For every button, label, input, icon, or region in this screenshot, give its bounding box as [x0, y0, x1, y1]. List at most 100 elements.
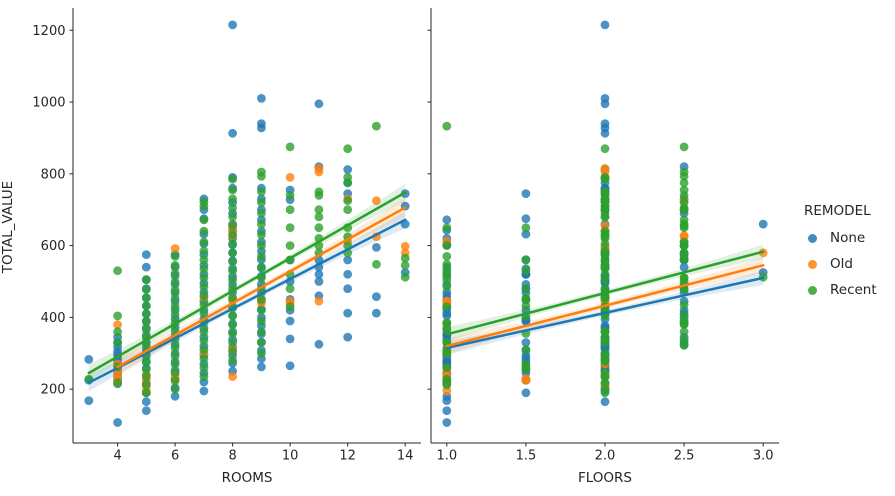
scatter-point-recent: [600, 384, 610, 394]
scatter-point-none: [170, 391, 180, 401]
scatter-point-recent: [170, 277, 180, 287]
scatter-point-recent: [228, 239, 238, 249]
scatter-point-none: [521, 229, 531, 239]
scatter-point-recent: [170, 384, 180, 394]
scatter-point-recent: [228, 311, 238, 320]
scatter-point-old: [521, 374, 531, 384]
scatter-point-recent: [400, 253, 410, 263]
scatter-point-recent: [679, 255, 689, 265]
scatter-point-recent: [679, 178, 689, 188]
scatter-point-recent: [600, 212, 610, 222]
scatter-point-recent: [199, 291, 209, 301]
scatter-point-recent: [199, 197, 209, 207]
scatter-point-recent: [442, 252, 452, 261]
scatter-point-none: [521, 189, 531, 199]
scatter-point-recent: [199, 282, 209, 292]
regression-line-recent: [445, 250, 765, 336]
scatter-point-recent: [228, 329, 238, 338]
scatter-point-recent: [285, 284, 295, 294]
scatter-point-none: [84, 396, 94, 405]
legend-item-recent: Recent: [804, 281, 877, 299]
scatter-point-recent: [257, 187, 266, 197]
scatter-point-recent: [372, 259, 381, 269]
scatter-point-old: [170, 244, 180, 253]
x-tick-label: 6: [171, 449, 179, 464]
scatter-point-recent: [679, 248, 689, 258]
scatter-point-recent: [170, 269, 180, 278]
scatter-point-recent: [442, 363, 452, 372]
y-tick-label: 1200: [32, 24, 65, 39]
regression-line-none: [445, 276, 765, 350]
scatter-point-none: [442, 406, 452, 416]
scatter-point-recent: [257, 219, 266, 229]
scatter-point-recent: [199, 336, 209, 346]
scatter-point-recent: [228, 230, 238, 240]
scatter-point-none: [141, 250, 151, 259]
scatter-point-none: [600, 397, 610, 407]
scatter-point-recent: [400, 272, 410, 282]
scatter-point-none: [228, 128, 238, 138]
scatter-point-recent: [228, 356, 238, 365]
scatter-point-none: [257, 362, 266, 372]
scatter-point-recent: [228, 338, 238, 347]
scatter-point-recent: [257, 295, 266, 304]
x-tick-label: 1.0: [436, 449, 457, 464]
scatter-point-recent: [521, 266, 531, 276]
scatter-point-recent: [199, 273, 209, 283]
scatter-point-none: [521, 338, 531, 347]
x-tick-label: 2.5: [674, 449, 695, 464]
scatter-point-none: [84, 355, 94, 364]
scatter-point-none: [285, 316, 295, 326]
scatter-point-none: [228, 20, 238, 30]
scatter-point-recent: [521, 255, 531, 265]
scatter-point-recent: [170, 368, 180, 378]
scatter-point-recent: [285, 302, 295, 311]
scatter-point-none: [285, 361, 295, 371]
scatter-point-none: [343, 332, 353, 342]
scatter-point-recent: [170, 310, 180, 320]
scatter-point-recent: [314, 187, 324, 197]
scatter-point-recent: [679, 205, 689, 215]
scatter-point-recent: [113, 327, 122, 337]
scatter-point-none: [372, 243, 381, 252]
scatter-point-old: [228, 372, 238, 381]
x-axis-label-rooms: ROOMS: [221, 470, 273, 486]
legend-label-recent: Recent: [830, 282, 877, 298]
scatter-point-recent: [679, 273, 689, 283]
scatter-point-recent: [228, 266, 238, 276]
scatter-point-recent: [442, 302, 452, 311]
scatter-point-recent: [343, 144, 353, 154]
y-tick-label: 200: [41, 383, 66, 398]
scatter-point-recent: [521, 301, 531, 311]
scatter-point-recent: [257, 316, 266, 326]
scatter-point-recent: [521, 223, 531, 233]
scatter-point-recent: [113, 378, 122, 388]
scatter-point-recent: [600, 232, 610, 242]
scatter-point-recent: [170, 376, 180, 386]
scatter-point-recent: [600, 293, 610, 302]
scatter-point-recent: [442, 259, 452, 269]
scatter-point-none: [679, 262, 689, 272]
scatter-point-none: [314, 269, 324, 279]
scatter-point-recent: [257, 167, 266, 177]
scatter-point-recent: [442, 376, 452, 386]
scatter-point-none: [314, 339, 324, 349]
scatter-point-none: [442, 308, 452, 318]
x-tick-label: 10: [282, 449, 299, 464]
scatter-point-recent: [141, 275, 151, 285]
scatter-point-recent: [679, 241, 689, 251]
scatter-point-recent: [600, 253, 610, 263]
scatter-point-recent: [141, 380, 151, 390]
scatter-point-recent: [600, 187, 610, 197]
scatter-point-recent: [521, 295, 531, 304]
scatter-point-none: [257, 119, 266, 128]
scatter-point-none: [600, 20, 610, 30]
scatter-point-recent: [228, 257, 238, 267]
scatter-point-recent: [314, 205, 324, 215]
scatter-point-recent: [600, 338, 610, 347]
legend-item-old: Old: [804, 255, 877, 273]
x-tick-label: 3.0: [753, 449, 774, 464]
legend-marker-old-icon: [808, 259, 817, 269]
